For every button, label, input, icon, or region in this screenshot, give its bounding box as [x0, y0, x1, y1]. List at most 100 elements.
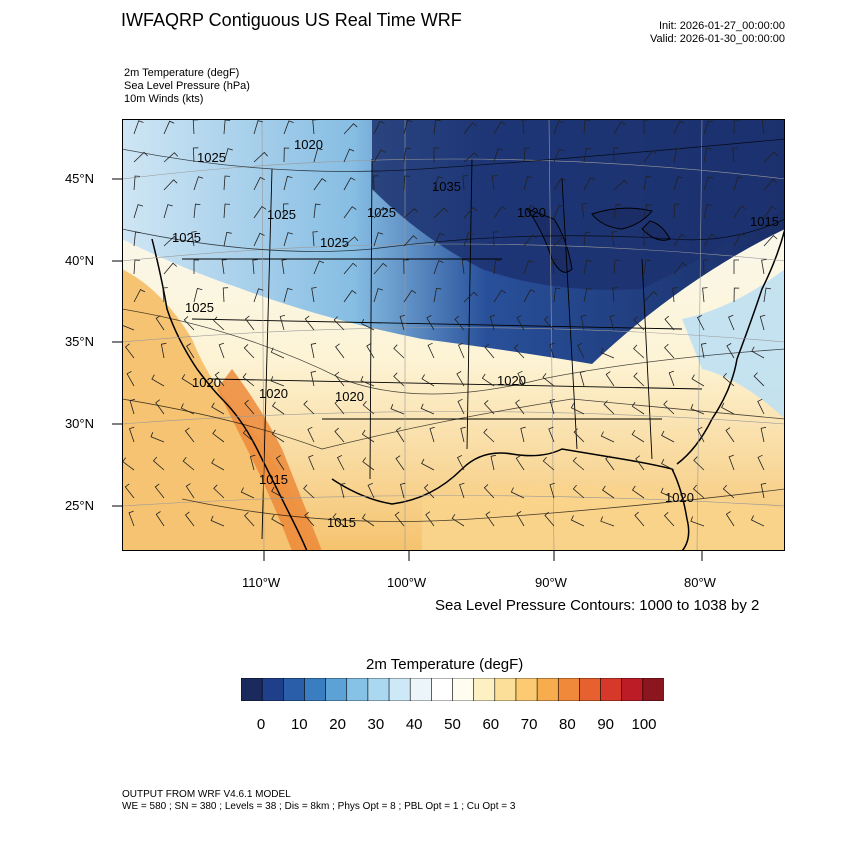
wind-barb [151, 374, 165, 387]
wind-barb [605, 371, 615, 387]
wind-barb [763, 151, 778, 163]
lat-label: 30°N [64, 416, 94, 431]
wind-barb [211, 458, 225, 471]
wind-barb [373, 206, 388, 219]
colorbar-swatch [515, 678, 538, 701]
mexico-hot-region [217, 369, 322, 551]
colorbar-label: 30 [367, 716, 385, 733]
wind-barb [212, 429, 225, 443]
wind-barb [373, 175, 379, 191]
wind-barb [673, 176, 683, 191]
colorbar-swatch [241, 678, 263, 701]
wind-barb [663, 400, 675, 415]
wind-barb [244, 512, 255, 527]
wind-barb [343, 148, 355, 163]
wind-barb [493, 289, 507, 303]
wind-barb [420, 403, 435, 415]
lat-label: 45°N [64, 171, 94, 186]
wind-barb [703, 176, 714, 191]
wind-barb [672, 287, 678, 303]
wind-barb [163, 152, 179, 163]
wind-barb [456, 454, 465, 471]
colorbar-swatch [621, 678, 644, 701]
wind-barb [613, 203, 622, 219]
field-winds: 10m Winds (kts) [124, 93, 204, 105]
wind-barb [311, 287, 317, 303]
wind-barb [427, 342, 435, 359]
wind-barb [433, 119, 441, 135]
wind-barb [544, 511, 555, 527]
wind-barb [515, 399, 525, 415]
wind-barb [423, 484, 435, 499]
wind-barb [483, 400, 495, 415]
wind-barb [631, 429, 645, 443]
wind-barb [603, 400, 615, 415]
wind-barb [163, 179, 178, 191]
wind-barb [733, 176, 743, 191]
wind-barb [343, 262, 358, 275]
wind-barb [362, 400, 375, 415]
wind-barb [433, 147, 440, 163]
wind-barb [343, 123, 358, 135]
wind-barb [213, 316, 225, 331]
wind-barb [279, 314, 286, 331]
wind-barb [366, 343, 375, 359]
wind-barb [393, 372, 405, 387]
wind-barb [307, 426, 315, 443]
colorbar-swatch [282, 678, 305, 701]
colorbar-swatch [473, 678, 496, 701]
contour-label: 1025 [320, 235, 349, 250]
wind-barb [403, 175, 410, 191]
wind-barb [184, 427, 195, 443]
wind-barb [223, 175, 231, 191]
wind-barb [643, 231, 649, 247]
wind-barb [460, 426, 466, 443]
wind-barb [126, 370, 135, 387]
wind-barb [703, 203, 713, 219]
wind-barb [643, 150, 657, 163]
wind-barb [515, 455, 525, 471]
wind-barb [403, 289, 417, 303]
wind-barb [244, 399, 255, 415]
wind-barb [493, 259, 501, 275]
model-footer: OUTPUT FROM WRF V4.6.1 MODEL WE = 580 ; … [122, 789, 515, 813]
wind-barb [425, 511, 435, 527]
wind-barb [673, 203, 680, 219]
wind-barb [600, 516, 615, 527]
colorbar-swatch [452, 678, 475, 701]
wind-barb [303, 484, 315, 499]
wind-barb [572, 456, 585, 471]
footer-model: OUTPUT FROM WRF V4.6.1 MODEL [122, 789, 291, 800]
colorbar-label: 50 [444, 716, 461, 733]
footer-config: WE = 580 ; SN = 380 ; Levels = 38 ; Dis … [122, 801, 516, 812]
contour-label: 1020 [665, 490, 694, 505]
wind-barb [160, 342, 167, 359]
wind-barb [726, 343, 735, 359]
wind-barb [612, 287, 618, 303]
wind-barb [155, 399, 165, 415]
wind-barb [690, 403, 705, 415]
contour-label: 1020 [294, 137, 323, 152]
wind-barb [761, 258, 767, 275]
colorbar-swatch [579, 678, 602, 701]
colorbar-label: 40 [405, 716, 423, 733]
wind-barb [334, 399, 345, 415]
wind-barb [283, 120, 294, 135]
wind-barb [722, 372, 735, 387]
wind-barb [186, 343, 195, 359]
contour-label: 1015 [750, 214, 779, 229]
wind-barb [600, 431, 615, 443]
wind-barb [483, 428, 495, 443]
wind-barb [124, 483, 135, 499]
wind-barb [213, 484, 225, 499]
wind-barb [484, 343, 495, 359]
wind-barb [181, 374, 195, 387]
wind-barb [633, 372, 645, 387]
wind-barb [343, 236, 359, 247]
pressure-contours [122, 138, 785, 522]
wind-barb [211, 402, 225, 415]
wind-barb [463, 122, 477, 135]
wind-barb [133, 289, 146, 303]
wind-barb [520, 426, 526, 443]
wind-barb [270, 347, 285, 359]
